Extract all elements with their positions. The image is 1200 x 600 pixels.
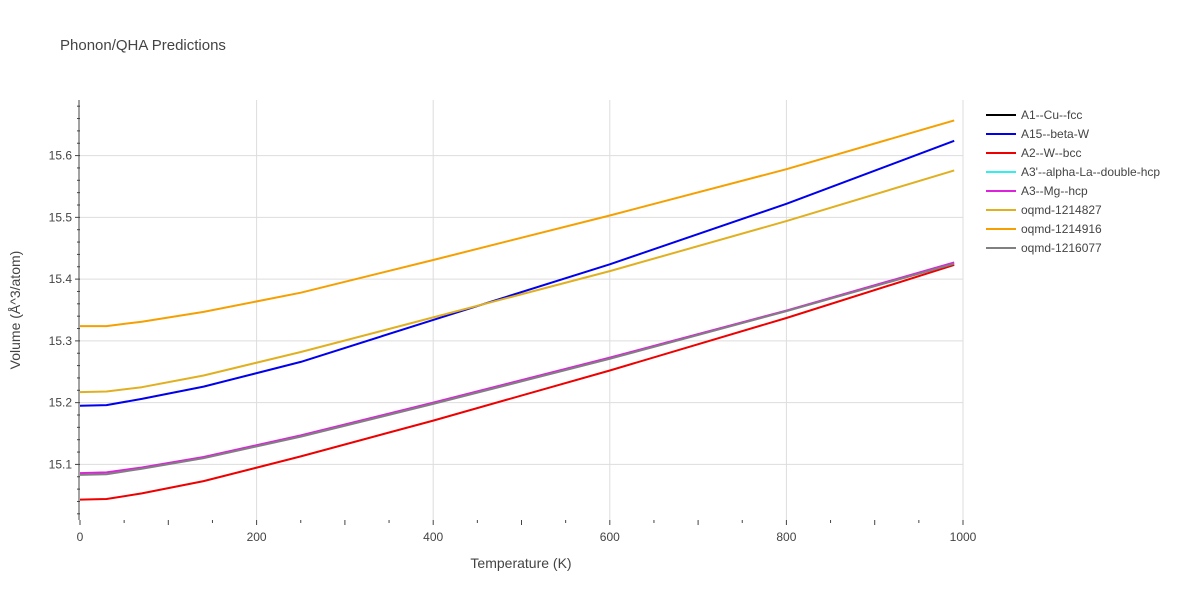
legend-label: A2--W--bcc xyxy=(1021,146,1081,160)
legend-item[interactable]: A15--beta-W xyxy=(986,127,1090,141)
legend-label: A15--beta-W xyxy=(1021,127,1090,141)
series-line xyxy=(79,262,955,476)
chart-title: Phonon/QHA Predictions xyxy=(60,37,226,54)
y-axis-title: Volume (Å^3/atom) xyxy=(7,251,23,370)
legend-label: A1--Cu--fcc xyxy=(1021,108,1082,122)
legend-label: A3--Mg--hcp xyxy=(1021,184,1088,198)
grid-lines xyxy=(80,100,964,520)
y-axis-ticks: 15.1 15.2 15.3 15.4 15.5 15.6 xyxy=(49,105,80,515)
legend-label: oqmd-1214916 xyxy=(1021,222,1102,236)
legend-item[interactable]: oqmd-1214916 xyxy=(986,222,1102,236)
x-tick-label: 400 xyxy=(423,530,443,544)
series-lines xyxy=(79,119,955,501)
legend-label: oqmd-1214827 xyxy=(1021,203,1102,217)
series-line xyxy=(79,139,955,407)
legend-item[interactable]: A1--Cu--fcc xyxy=(986,108,1082,122)
legend-item[interactable]: oqmd-1214827 xyxy=(986,203,1102,217)
y-tick-label: 15.1 xyxy=(49,457,73,471)
legend-item[interactable]: A2--W--bcc xyxy=(986,146,1081,160)
x-tick-label: 600 xyxy=(600,530,620,544)
legend-item[interactable]: A3--Mg--hcp xyxy=(986,184,1088,198)
y-tick-label: 15.6 xyxy=(49,149,73,163)
x-axis-title: Temperature (K) xyxy=(470,555,571,571)
legend[interactable]: A1--Cu--fcc A15--beta-W A2--W--bcc A3'--alp… xyxy=(986,108,1160,255)
x-tick-label: 1000 xyxy=(950,530,977,544)
legend-item[interactable]: A3'--alpha-La--double-hcp xyxy=(986,165,1160,179)
series-line xyxy=(79,263,955,501)
x-tick-label: 0 xyxy=(77,530,84,544)
series-line xyxy=(79,169,955,394)
legend-label: oqmd-1216077 xyxy=(1021,241,1102,255)
y-tick-label: 15.5 xyxy=(49,210,73,224)
y-tick-label: 15.4 xyxy=(49,272,73,286)
y-tick-label: 15.2 xyxy=(49,396,73,410)
series-line xyxy=(80,119,955,328)
y-tick-label: 15.3 xyxy=(49,334,73,348)
x-axis-ticks: 0 200 400 600 800 1000 xyxy=(77,520,977,544)
x-tick-label: 800 xyxy=(776,530,796,544)
x-tick-label: 200 xyxy=(247,530,267,544)
legend-item[interactable]: oqmd-1216077 xyxy=(986,241,1102,255)
legend-label: A3'--alpha-La--double-hcp xyxy=(1021,165,1160,179)
